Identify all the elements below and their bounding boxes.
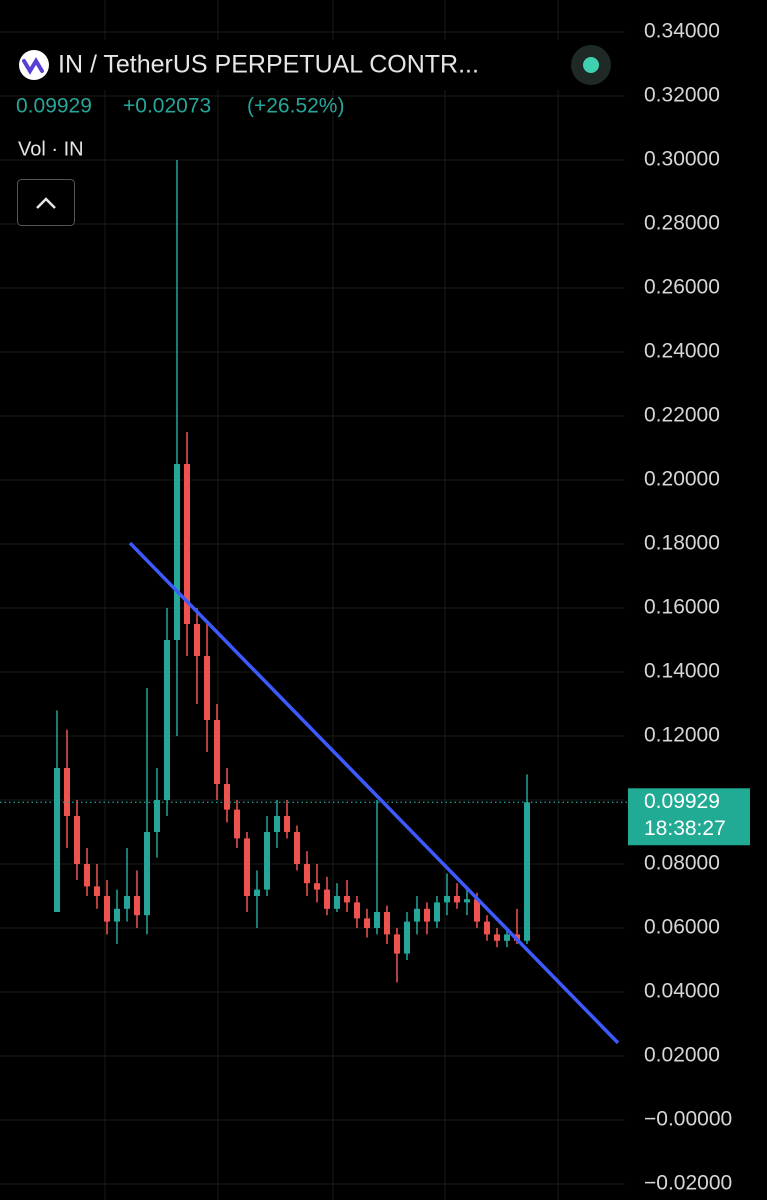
header-bg [0,40,560,90]
candle-body [424,908,430,922]
candle-body [384,912,390,935]
candle-body [284,816,290,832]
price-tag [628,788,750,846]
candle-body [344,896,350,903]
y-tick-label: 0.30000 [644,148,720,171]
y-tick-label: 0.26000 [644,276,720,299]
y-tick-label: 0.32000 [644,84,720,107]
candle-body [144,832,150,916]
candle-body [174,464,180,640]
y-tick-label: 0.16000 [644,596,720,619]
candle-body [214,720,220,784]
candle-body [444,896,450,903]
symbol-logo-mark [22,57,44,75]
candle-body [484,921,490,935]
collapse-icon [36,197,56,209]
y-tick-label: 0.24000 [644,340,720,363]
y-tick-label: 0.02000 [644,1044,720,1067]
candle-body [304,864,310,884]
trendline [128,541,620,1045]
candle-body [494,934,500,941]
candle-body [244,838,250,896]
candle-body [464,899,470,903]
y-tick-label: 0.34000 [644,20,720,43]
overlay [0,541,628,1045]
candle-body [374,912,380,928]
candle-body [164,640,170,800]
last-price: 0.09929 [16,95,92,118]
candle-body [134,896,140,916]
y-tick-label: 0.14000 [644,660,720,683]
y-tick-label: −0.00000 [644,1108,732,1131]
candle-body [394,934,400,954]
y-tick-label: 0.04000 [644,980,720,1003]
price-change-percent: (+26.52%) [247,95,344,118]
candle-body [524,802,530,941]
y-tick-label: 0.22000 [644,404,720,427]
candle-body [94,886,100,896]
y-tick-label: 0.06000 [644,916,720,939]
candle-body [234,809,240,839]
candle-body [354,902,360,919]
symbol-title: IN / TetherUS PERPETUAL CONTR... [58,51,479,79]
time-grid [104,0,559,1200]
candle-body [474,899,480,922]
candle-body [274,816,280,832]
volume-label: Vol · IN [18,138,84,160]
candle-body [364,918,370,928]
candle-body [434,902,440,922]
y-tick-label: 0.12000 [644,724,720,747]
price-axis: 0.34000 0.32000 0.30000 0.28000 0.26000 0.240… [628,20,750,1195]
candle-body [84,864,90,887]
candle-body [264,832,270,890]
candle-body [324,889,330,909]
candle-body [64,768,70,816]
y-tick-label: −0.02000 [644,1172,732,1195]
candle-body [504,934,510,941]
candle-body [54,768,60,912]
grid [0,31,625,1185]
y-tick-label: 0.18000 [644,532,720,555]
candle-body [224,784,230,810]
y-tick-label: 0.08000 [644,852,720,875]
candle-body [194,624,200,656]
candle-body [254,889,260,896]
candle-body [404,921,410,954]
candle-body [124,896,130,909]
candle-body [314,883,320,890]
candle-body [154,800,160,832]
y-tick-label: 0.28000 [644,212,720,235]
candle-body [204,656,210,720]
candle-body [184,464,190,624]
price-tag-countdown: 18:38:27 [644,817,726,840]
candle-body [334,896,340,909]
candle-body [294,832,300,864]
candle-body [74,816,80,864]
status-dot [583,57,599,73]
price-change: +0.02073 [123,95,211,118]
price-tag-label: 0.09929 [644,790,720,813]
collapse-button[interactable] [17,179,75,226]
candle-body [454,896,460,903]
candle-body [414,908,420,922]
candle-body [104,896,110,922]
candles [54,160,530,983]
candle-body [114,908,120,922]
y-tick-label: 0.20000 [644,468,720,491]
